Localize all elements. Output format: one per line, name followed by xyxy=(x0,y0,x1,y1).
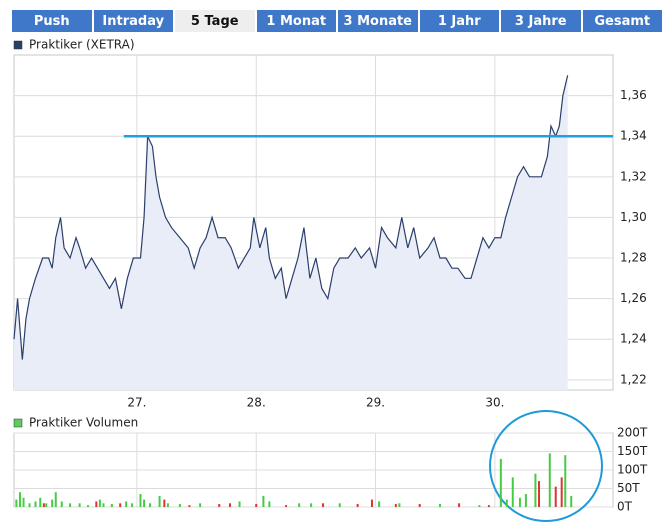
volume-bar xyxy=(69,503,72,507)
volume-bar xyxy=(487,505,490,507)
tab[interactable]: 3 Jahre xyxy=(501,10,581,32)
legend-swatch xyxy=(13,40,23,50)
volume-bar xyxy=(228,503,231,507)
y-tick-label: 1,32 xyxy=(620,169,647,183)
volume-bar xyxy=(570,495,573,507)
volume-bar xyxy=(139,494,142,507)
y-tick-label: 1,34 xyxy=(620,129,647,143)
volume-bar xyxy=(338,503,341,507)
price-line xyxy=(13,75,569,360)
volume-bar xyxy=(102,503,105,507)
volume-bar xyxy=(262,495,265,507)
volume-bar xyxy=(178,504,181,507)
volume-bar xyxy=(95,501,98,507)
volume-bar xyxy=(158,495,161,507)
legend-label: Praktiker (XETRA) xyxy=(29,38,135,52)
volume-bar xyxy=(166,503,169,507)
tab[interactable]: 3 Monate xyxy=(338,10,418,32)
tab[interactable]: Gesamt xyxy=(582,10,662,32)
tab[interactable]: Push xyxy=(12,10,92,32)
volume-bar xyxy=(218,504,221,507)
volume-bar xyxy=(310,503,313,507)
volume-bar xyxy=(163,499,166,507)
volume-bar xyxy=(42,503,45,507)
volume-bar xyxy=(39,497,42,507)
volume-bar xyxy=(119,503,122,507)
x-tick-label: 27. xyxy=(127,396,146,410)
highlight-circle xyxy=(489,410,603,522)
tab[interactable]: 1 Jahr xyxy=(419,10,499,32)
volume-bar xyxy=(268,501,271,507)
volume-bar xyxy=(370,499,373,507)
volume-bar xyxy=(560,477,563,507)
volume-bar xyxy=(298,503,301,507)
y-tick-label: 1,24 xyxy=(620,332,647,346)
volume-bar xyxy=(54,492,57,507)
volume-bar xyxy=(125,501,128,507)
volume-bar xyxy=(499,458,502,507)
tab-bar: Push Intraday 5 Tage 1 Monat 3 Monate 1 Jahr 3… xyxy=(12,10,662,32)
area-fill xyxy=(14,75,568,390)
volume-bar xyxy=(34,501,37,507)
volume-bar xyxy=(505,499,508,507)
x-tick-label: 30. xyxy=(485,396,504,410)
volume-bar xyxy=(548,453,551,507)
volume-bar xyxy=(394,504,397,507)
volume-bar xyxy=(86,505,89,507)
y-tick-label: 50T xyxy=(617,481,640,495)
volume-bar xyxy=(45,503,48,507)
volume-bar xyxy=(378,501,381,507)
volume-bar xyxy=(131,503,134,507)
volume-bar xyxy=(143,499,146,507)
y-tick-label: 0T xyxy=(617,500,633,514)
volume-bar xyxy=(188,505,191,507)
y-tick-label: 150T xyxy=(617,444,648,458)
volume-bar xyxy=(511,477,514,507)
volume-bar xyxy=(149,503,152,507)
volume-bar xyxy=(18,492,21,507)
volume-bar xyxy=(98,499,101,507)
volume-bar xyxy=(418,504,421,507)
volume-bar xyxy=(22,497,25,507)
volume-bar xyxy=(398,503,401,507)
volume-bar xyxy=(255,504,258,507)
volume-bar xyxy=(518,497,521,507)
volume-bar xyxy=(78,503,81,507)
y-tick-label: 1,36 xyxy=(620,88,647,102)
volume-bar xyxy=(199,503,202,507)
x-tick-label: 28. xyxy=(247,396,266,410)
volume-bar xyxy=(51,499,54,507)
y-tick-label: 1,26 xyxy=(620,291,647,305)
volume-bar xyxy=(564,455,567,507)
legend-label: Praktiker Volumen xyxy=(29,416,138,430)
tab[interactable]: 1 Monat xyxy=(256,10,336,32)
y-tick-label: 1,22 xyxy=(620,372,647,386)
volume-bar xyxy=(356,504,359,507)
y-tick-label: 100T xyxy=(617,463,648,477)
volume-bar xyxy=(110,504,113,507)
volume-bar xyxy=(538,481,541,507)
volume-bar xyxy=(524,494,527,507)
y-tick-label: 1,30 xyxy=(620,210,647,224)
y-tick-label: 200T xyxy=(617,426,648,440)
y-tick-label: 1,28 xyxy=(620,251,647,265)
volume-bar xyxy=(322,503,325,507)
volume-bar xyxy=(60,501,63,507)
legend-swatch xyxy=(13,418,23,428)
volume-bar xyxy=(285,505,288,507)
volume-bar xyxy=(534,473,537,507)
volume-bar xyxy=(478,505,481,507)
volume-bar xyxy=(15,499,18,507)
volume-bar xyxy=(554,486,557,507)
volume-bar xyxy=(238,501,241,507)
tab[interactable]: Intraday xyxy=(93,10,173,32)
x-tick-label: 29. xyxy=(366,396,385,410)
volume-bar xyxy=(458,503,461,507)
volume-bar xyxy=(438,504,441,507)
volume-bar xyxy=(28,503,31,507)
tab[interactable]: 5 Tage xyxy=(175,10,255,32)
